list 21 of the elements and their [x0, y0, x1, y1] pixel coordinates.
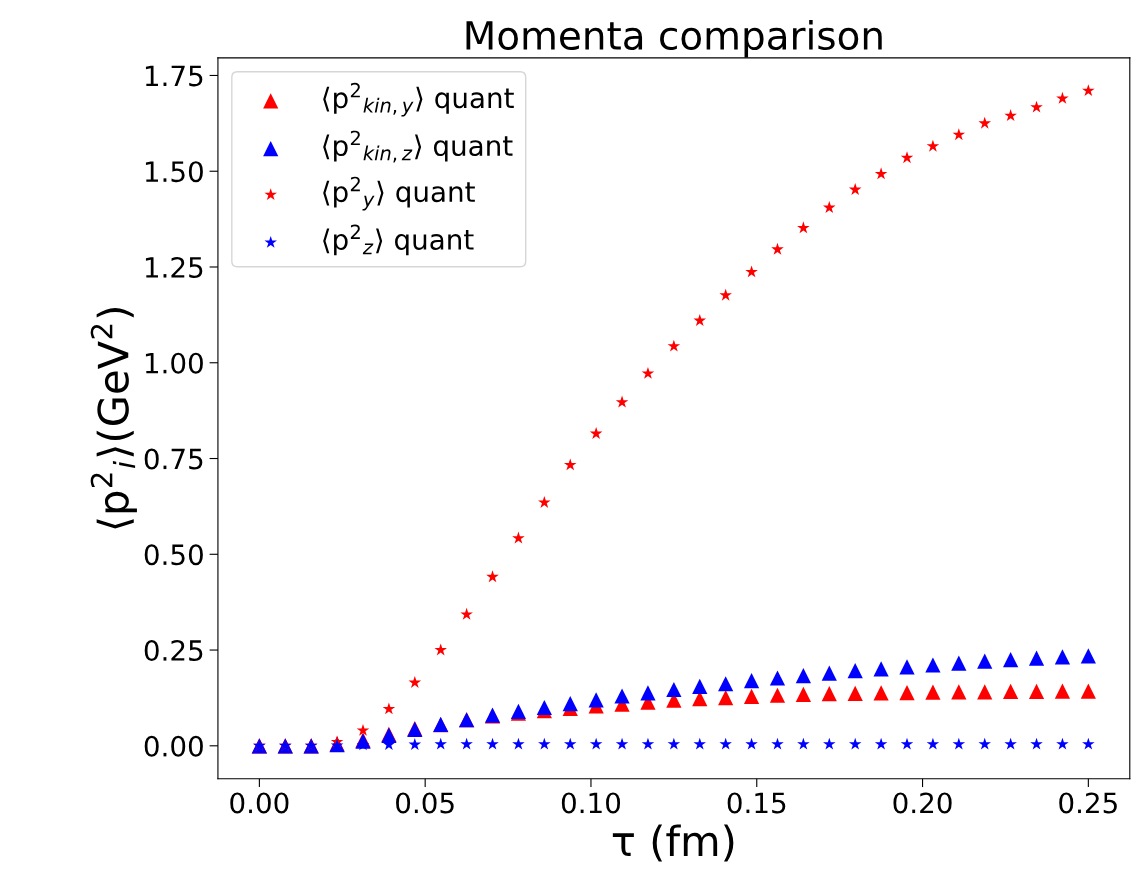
x-tick-label: 0.05 [396, 792, 454, 814]
x-axis-title: τ (fm) [612, 824, 734, 862]
legend-label: ⟨p$^{2}$$_{y}$⟩ quant [323, 176, 475, 211]
y-tick-label: 1.75 [145, 65, 203, 87]
y-tick-label: 0.00 [144, 735, 203, 757]
legend-label: ⟨p$^{2}$$_{z}$⟩ quant [323, 224, 474, 256]
y-tick-label: 1.25 [145, 256, 203, 278]
x-tick-label: 0.00 [230, 792, 289, 814]
y-tick-label: 0.50 [144, 544, 203, 566]
x-tick-label: 0.20 [893, 792, 952, 814]
chart-title: Momenta comparison [466, 19, 882, 58]
x-tick-label: 0.25 [1059, 792, 1117, 814]
x-tick-label: 0.10 [561, 792, 621, 814]
y-tick-label: 1.00 [145, 352, 203, 374]
y-tick-label: 1.50 [145, 161, 203, 183]
y-tick-label: 0.75 [144, 448, 203, 470]
legend-label: ⟨p$^{2}$$_{kin,y}$⟩ quant [323, 82, 514, 117]
y-axis-title: ⟨p$^{2}$$_{i}$⟩(GeV$^{2}$) [90, 308, 137, 529]
x-tick-label: 0.15 [727, 792, 786, 814]
y-tick-label: 0.25 [144, 639, 203, 661]
legend-label: ⟨p$^{2}$$_{kin,z}$⟩ quant [323, 130, 513, 163]
